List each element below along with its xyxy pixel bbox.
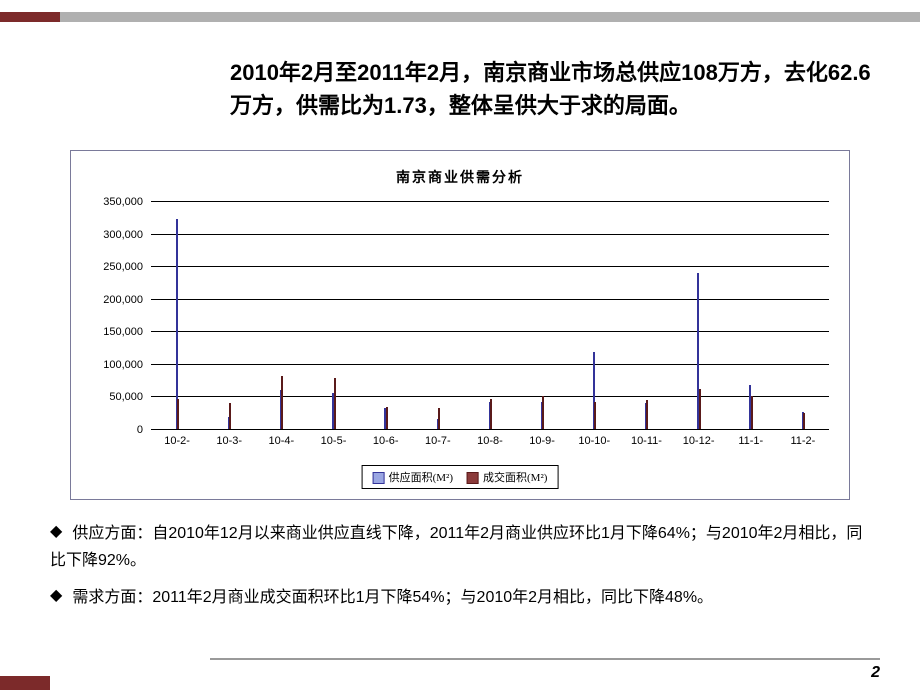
category-group: 11-2- [777, 201, 829, 429]
chart-legend: 供应面积(M²) 成交面积(M²) [362, 465, 559, 489]
slide: { "accent_maroon":"#7c2a2a", "accent_gra… [0, 0, 920, 690]
category-group: 10-11- [620, 201, 672, 429]
headline-text: 2010年2月至2011年2月，南京商业市场总供应108万方，去化62.6万方，… [230, 56, 880, 122]
footer-rule [210, 658, 880, 660]
y-tick-label: 0 [137, 424, 151, 436]
bullet-demand: ◆ 需求方面：2011年2月商业成交面积环比1月下降54%；与2010年2月相比，… [50, 584, 870, 611]
y-tick-label: 150,000 [103, 326, 151, 338]
page-number: 2 [871, 664, 880, 682]
x-tick-label: 10-12- [683, 435, 715, 447]
accent-block-gray [60, 12, 920, 22]
y-tick-label: 200,000 [103, 294, 151, 306]
legend-label-supply: 供应面积(M²) [389, 472, 453, 484]
chart-container: 南京商业供需分析 050,000100,000150,000200,000250… [70, 150, 850, 500]
bar-deal [229, 403, 231, 429]
legend-label-deal: 成交面积(M²) [483, 472, 547, 484]
category-group: 10-12- [673, 201, 725, 429]
category-group: 10-9- [516, 201, 568, 429]
category-group: 10-7- [412, 201, 464, 429]
chart-plot-area: 050,000100,000150,000200,000250,000300,0… [151, 201, 829, 429]
x-tick-label: 10-11- [631, 435, 662, 447]
category-group: 10-6- [360, 201, 412, 429]
x-tick-label: 10-10- [578, 435, 610, 447]
bar-deal [542, 396, 544, 429]
bullet-supply: ◆供应方面：自2010年12月以来商业供应直线下降，2011年2月商业供应环比1… [50, 520, 870, 574]
x-tick-label: 11-1- [738, 435, 763, 447]
bar-deal [438, 408, 440, 429]
category-group: 11-1- [725, 201, 777, 429]
y-tick-label: 250,000 [103, 261, 151, 273]
category-group: 10-10- [568, 201, 620, 429]
bar-deal [646, 400, 648, 429]
bullet-list: ◆供应方面：自2010年12月以来商业供应直线下降，2011年2月商业供应环比1… [50, 520, 870, 622]
legend-swatch-deal [467, 472, 479, 484]
category-group: 10-2- [151, 201, 203, 429]
footer-accent-block [0, 676, 50, 690]
x-tick-label: 11-2- [790, 435, 815, 447]
x-tick-label: 10-3- [216, 435, 242, 447]
bar-deal [699, 389, 701, 429]
category-group: 10-3- [203, 201, 255, 429]
category-group: 10-5- [307, 201, 359, 429]
bullet-text: 需求方面：2011年2月商业成交面积环比1月下降54%；与2010年2月相比，同… [72, 589, 713, 606]
bar-deal [803, 413, 805, 429]
bullet-text: 供应方面：自2010年12月以来商业供应直线下降，2011年2月商业供应环比1月… [50, 525, 862, 569]
chart-title: 南京商业供需分析 [71, 167, 849, 187]
category-group: 10-4- [255, 201, 307, 429]
bar-supply [176, 219, 178, 429]
bullet-icon: ◆ [50, 518, 62, 545]
bar-deal [490, 399, 492, 429]
y-tick-label: 300,000 [103, 229, 151, 241]
bar-deal [281, 376, 283, 429]
top-accent-bar [0, 12, 920, 22]
x-tick-label: 10-5- [321, 435, 347, 447]
bar-deal [334, 378, 336, 429]
category-group: 10-8- [464, 201, 516, 429]
legend-item-supply: 供应面积(M²) [373, 469, 453, 485]
bar-deal [177, 399, 179, 429]
x-tick-label: 10-4- [269, 435, 295, 447]
legend-item-deal: 成交面积(M²) [467, 469, 547, 485]
x-tick-label: 10-7- [425, 435, 451, 447]
x-tick-label: 10-9- [529, 435, 555, 447]
y-tick-label: 50,000 [109, 391, 151, 403]
x-tick-label: 10-8- [477, 435, 503, 447]
x-tick-label: 10-2- [164, 435, 190, 447]
bar-deal [386, 407, 388, 429]
x-tick-label: 10-6- [373, 435, 399, 447]
accent-block-maroon [0, 12, 60, 22]
legend-swatch-supply [373, 472, 385, 484]
y-tick-label: 350,000 [103, 196, 151, 208]
grid-line: 0 [151, 429, 829, 430]
bullet-icon: ◆ [50, 582, 62, 609]
y-tick-label: 100,000 [103, 359, 151, 371]
bar-deal [594, 402, 596, 429]
bar-deal [751, 396, 753, 429]
